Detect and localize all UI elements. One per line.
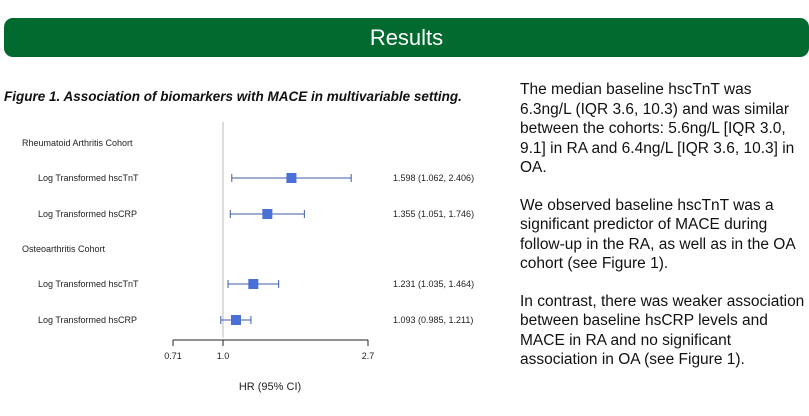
hr-ci-value: 1.598 (1.062, 2.406): [393, 173, 474, 183]
x-tick-label: 2.7: [362, 351, 375, 361]
x-tick-label: 1.0: [217, 351, 230, 361]
forest-plot: Rheumatoid Arthritis Cohort Log Transform…: [22, 122, 474, 393]
hr-ci-value: 1.355 (1.051, 1.746): [393, 209, 474, 219]
hr-ci-value: 1.231 (1.035, 1.464): [393, 279, 474, 289]
row-label: Log Transformed hsCRP: [38, 315, 137, 325]
group-label: Osteoarthritis Cohort: [22, 244, 106, 254]
figure-caption: Figure 1. Association of biomarkers with…: [4, 89, 462, 104]
results-text-panel: The median baseline hscTnT was 6.3ng/L (…: [520, 80, 806, 388]
row-label: Log Transformed hscTnT: [38, 279, 139, 289]
row-label: Log Transformed hsCRP: [38, 209, 137, 219]
x-tick-label: 0.71: [164, 351, 182, 361]
paragraph-hsctnt-predictor: We observed baseline hscTnT was a signif…: [520, 196, 795, 273]
point-estimate: [286, 173, 297, 183]
row-label: Log Transformed hscTnT: [38, 173, 139, 183]
paragraph-median-baseline: The median baseline hscTnT was 6.3ng/L (…: [520, 81, 795, 176]
point-estimate: [262, 209, 273, 219]
section-title: Results: [369, 25, 444, 50]
x-axis-label: HR (95% CI): [239, 381, 301, 393]
paragraph-hscrp-contrast: In contrast, there was weaker associatio…: [520, 292, 805, 369]
group-label: Rheumatoid Arthritis Cohort: [22, 138, 133, 148]
hr-ci-value: 1.093 (0.985, 1.211): [393, 315, 473, 325]
results-banner: Results: [4, 18, 809, 57]
point-estimate: [248, 279, 259, 289]
point-estimate: [230, 315, 241, 325]
